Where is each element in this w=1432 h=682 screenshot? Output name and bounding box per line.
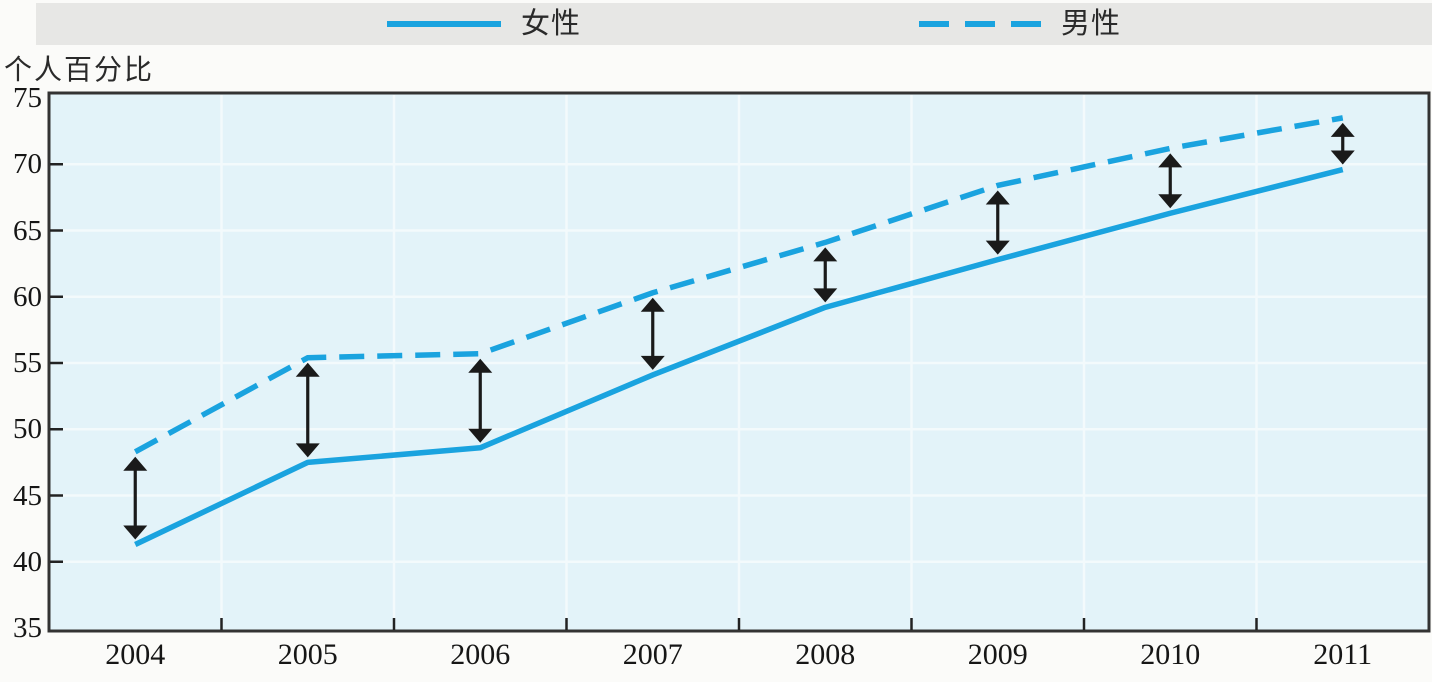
legend-item-male: 男性	[917, 3, 1121, 45]
legend-label-male: 男性	[1061, 8, 1122, 40]
gap-arrow-head-up	[295, 362, 320, 377]
gap-arrow-head-down	[1158, 194, 1183, 209]
gap-arrow-head-up	[1330, 122, 1355, 137]
gap-arrow-head-down	[123, 525, 148, 540]
gap-arrow-head-down	[468, 428, 493, 443]
y-tick-label: 70	[13, 148, 42, 181]
y-tick-label: 45	[13, 479, 42, 512]
gap-arrow-head-down	[295, 443, 320, 458]
gap-arrow-head-up	[468, 358, 493, 373]
gap-arrow-head-down	[813, 288, 838, 303]
female-solid-line-icon	[387, 21, 501, 27]
plot-border	[47, 91, 1431, 633]
male-dashed-line-icon	[919, 21, 1041, 27]
y-tick-label: 35	[13, 612, 42, 644]
legend-item-female: 女性	[385, 3, 581, 45]
gap-arrow-head-up	[1158, 153, 1183, 168]
gap-arrow-head-up	[123, 456, 148, 471]
x-tick-label: 2009	[967, 638, 1028, 671]
gap-arrow-head-down	[1330, 150, 1355, 165]
y-tick-label: 40	[13, 545, 42, 578]
legend: 女性 男性	[36, 3, 1432, 45]
x-tick-label: 2007	[622, 638, 683, 671]
x-tick-label: 2006	[450, 638, 511, 671]
x-tick-label: 2011	[1313, 638, 1373, 671]
x-tick-label: 2008	[795, 638, 856, 671]
gap-arrow-head-down	[640, 355, 665, 370]
x-tick-label: 2010	[1140, 638, 1201, 671]
y-tick-label: 50	[13, 413, 42, 446]
y-tick-label: 65	[13, 214, 42, 247]
gap-arrow-head-up	[640, 297, 665, 312]
y-axis-title: 个人百分比	[4, 55, 155, 86]
gap-arrow-head-up	[813, 247, 838, 262]
y-tick-label: 60	[13, 280, 42, 313]
x-tick-label: 2005	[277, 638, 338, 671]
y-tick-label: 55	[13, 347, 42, 379]
gap-arrow-head-down	[985, 240, 1010, 255]
y-tick-label: 75	[13, 82, 42, 114]
legend-label-female: 女性	[521, 8, 582, 40]
female-series-line	[134, 166, 1344, 548]
gap-arrow-head-up	[985, 190, 1010, 205]
x-tick-label: 2004	[105, 638, 166, 671]
